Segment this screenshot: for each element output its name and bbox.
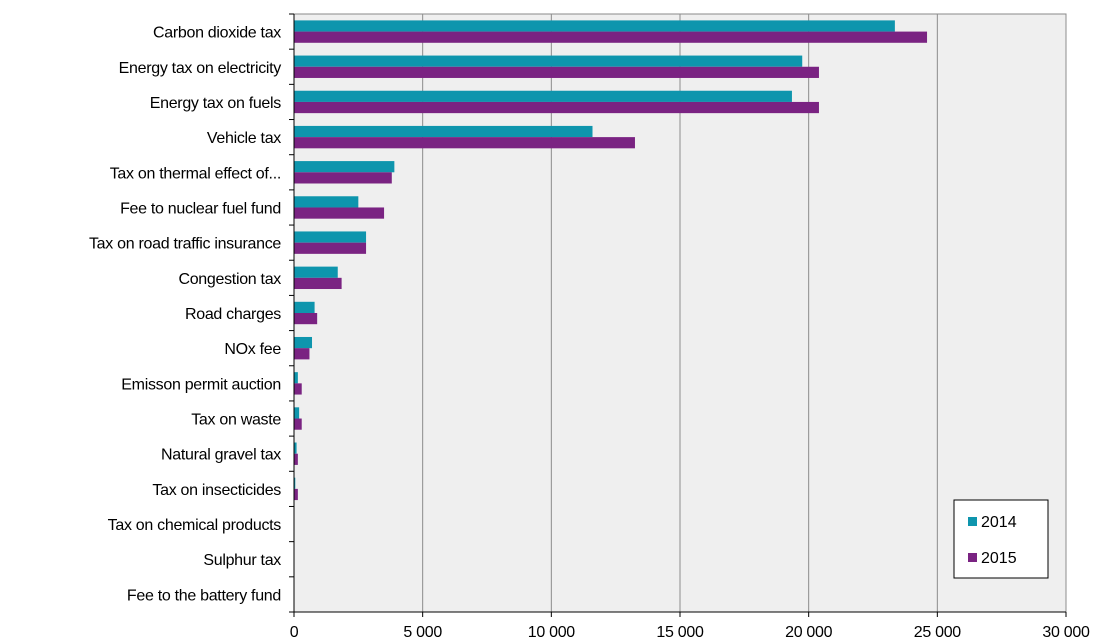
category-label-10: Emisson permit auction	[121, 376, 281, 393]
category-label-15: Sulphur tax	[203, 552, 281, 569]
legend-label-2015: 2015	[981, 550, 1017, 567]
category-label-14: Tax on chemical products	[108, 517, 282, 534]
x-tick-label-3: 15 000	[656, 624, 704, 641]
category-label-7: Congestion tax	[178, 271, 281, 288]
bar-2015-11	[294, 418, 302, 430]
bar-2015-4	[294, 172, 392, 184]
bar-2014-2	[294, 90, 792, 102]
category-label-9: NOx fee	[224, 341, 281, 358]
bar-2015-7	[294, 277, 342, 290]
bar-2015-9	[294, 348, 310, 360]
legend-box	[953, 499, 1049, 579]
bar-2014-11	[294, 407, 300, 419]
bar-2014-4	[294, 161, 395, 173]
bar-2014-8	[294, 301, 315, 313]
category-label-3: Vehicle tax	[207, 130, 281, 147]
grid-lines	[422, 14, 1067, 612]
bar-2014-6	[294, 231, 367, 243]
category-labels: Carbon dioxide tax Energy tax on electric…	[89, 25, 282, 605]
legend-swatch-2014	[968, 517, 977, 526]
legend-swatch-2015	[968, 553, 977, 562]
legend: 2014 2015	[953, 499, 1049, 579]
x-tick-label-5: 25 000	[914, 624, 962, 641]
bar-2014-5	[294, 196, 359, 208]
bar-2015-0	[294, 31, 928, 43]
category-label-11: Tax on waste	[191, 412, 281, 429]
bar-2014-7	[294, 266, 338, 278]
legend-label-2014: 2014	[981, 514, 1017, 531]
x-tick-label-4: 20 000	[785, 624, 833, 641]
bar-2015-1	[294, 66, 819, 78]
x-tick-label-6: 30 000	[1042, 624, 1090, 641]
bar-2015-5	[294, 207, 385, 219]
category-label-0: Carbon dioxide tax	[153, 25, 281, 42]
bar-2014-0	[294, 20, 895, 32]
bar-2015-12	[294, 453, 298, 465]
bar-2015-3	[294, 137, 635, 149]
x-tick-label-1: 5 000	[403, 624, 442, 641]
category-label-6: Tax on road traffic insurance	[89, 236, 281, 253]
bar-2015-2	[294, 101, 819, 114]
bar-2014-9	[294, 336, 313, 349]
category-label-8: Road charges	[185, 306, 281, 323]
bar-2015-10	[294, 383, 302, 395]
bar-2015-6	[294, 242, 367, 254]
category-label-16: Fee to the battery fund	[127, 587, 281, 604]
category-label-1: Energy tax on electricity	[119, 60, 282, 77]
bar-2015-13	[294, 488, 298, 501]
x-tick-label-2: 10 000	[528, 624, 576, 641]
x-tick-labels: 0 5 000 10 000 15 000 20 000 25 000 30 000	[290, 624, 1091, 641]
bar-2014-1	[294, 55, 803, 67]
bar-2014-10	[294, 372, 298, 384]
bar-2014-3	[294, 125, 593, 138]
x-tick-label-0: 0	[290, 624, 299, 641]
category-label-12: Natural gravel tax	[161, 447, 281, 464]
axes	[289, 13, 1067, 617]
category-label-13: Tax on insecticides	[152, 482, 281, 499]
bar-2014-12	[294, 442, 297, 454]
bar-2014-13	[294, 477, 296, 489]
bars	[294, 20, 928, 501]
category-label-5: Fee to nuclear fuel fund	[120, 200, 281, 217]
category-label-2: Energy tax on fuels	[150, 95, 282, 112]
category-label-4: Tax on thermal effect of...	[110, 165, 281, 182]
bar-2015-8	[294, 313, 318, 325]
